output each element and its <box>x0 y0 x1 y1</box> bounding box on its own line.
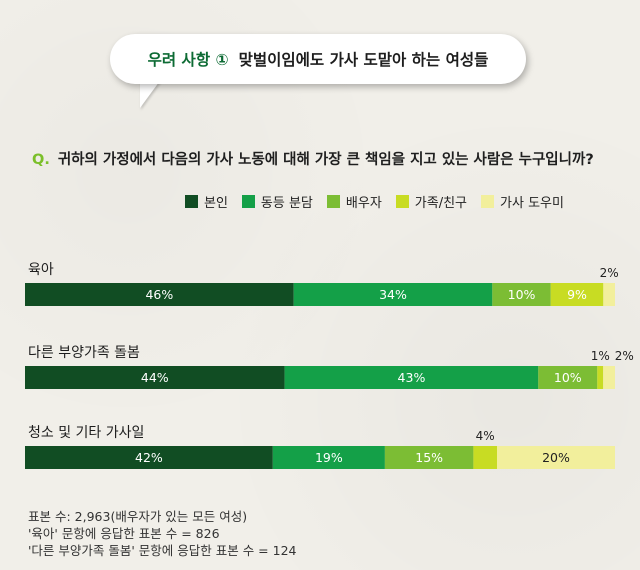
legend-swatch <box>326 195 340 208</box>
bar-segment-housekeeper <box>603 283 615 306</box>
legend-item-family-friend: 가족/친구 <box>395 192 468 211</box>
data-label: 34% <box>379 287 407 302</box>
legend-swatch <box>395 195 409 208</box>
legend-item-spouse: 배우자 <box>326 192 382 211</box>
data-label: 44% <box>141 370 169 385</box>
bar-segment-equal-share <box>293 283 493 306</box>
category-label: 다른 부양가족 돌봄 <box>28 345 140 361</box>
data-label: 1% <box>591 349 610 363</box>
data-label: 4% <box>476 429 495 443</box>
data-label: 15% <box>415 450 443 465</box>
category-label: 청소 및 기타 가사일 <box>28 425 144 441</box>
category-label: 육아 <box>28 262 54 278</box>
footnote-line: '육아' 문항에 응답한 표본 수 = 826 <box>28 526 220 541</box>
bar-segment-equal-share <box>272 446 385 469</box>
data-label: 42% <box>135 450 163 465</box>
page-title: 맞벌이임에도 가사 도맡아 하는 여성들 <box>238 51 489 69</box>
question-text: 귀하의 가정에서 다음의 가사 노동에 대해 가장 큰 책임을 지고 있는 사람… <box>57 152 594 168</box>
legend-label: 배우자 <box>345 196 382 211</box>
legend-swatch <box>241 195 255 208</box>
legend-swatch <box>481 195 495 208</box>
bar-segment-family-friend <box>550 283 604 306</box>
bar-segment-spouse <box>492 283 551 306</box>
data-label: 43% <box>398 370 426 385</box>
data-label: 46% <box>145 287 173 302</box>
bar-segment-spouse <box>538 366 598 389</box>
bar-segment-housekeeper <box>603 366 615 389</box>
legend-item-self: 본인 <box>185 192 228 211</box>
bar-segment-equal-share <box>284 366 539 389</box>
data-label: 10% <box>554 370 582 385</box>
data-label: 2% <box>615 349 634 363</box>
legend-label: 동등 분담 <box>260 196 313 211</box>
data-label: 10% <box>508 287 536 302</box>
legend-swatch <box>185 195 198 208</box>
footnote-line: 표본 수: 2,963(배우자가 있는 모든 여성) <box>28 509 248 524</box>
bar-segment-self <box>25 446 273 469</box>
legend-label: 본인 <box>204 196 228 211</box>
legend-item-equal-share: 동등 분담 <box>241 192 313 211</box>
data-label: 19% <box>315 450 343 465</box>
bar-segment-housekeeper <box>497 446 615 469</box>
legend-label: 가사 도우미 <box>500 196 564 211</box>
survey-question: Q. 귀하의 가정에서 다음의 가사 노동에 대해 가장 큰 책임을 지고 있는 … <box>32 148 594 169</box>
bar-segment-self <box>25 366 285 389</box>
bar-segment-family-friend <box>597 366 604 389</box>
bar-segment-family-friend <box>473 446 497 469</box>
speech-bubble-tail <box>140 78 162 108</box>
footnote: 표본 수: 2,963(배우자가 있는 모든 여성) '육아' 문항에 응답한 … <box>28 508 297 559</box>
title-speech-bubble: 우려 사항 ① 맞벌이임에도 가사 도맡아 하는 여성들 <box>110 34 526 84</box>
topic-label: 우려 사항 ① <box>147 51 229 69</box>
question-prefix: Q. <box>32 152 50 168</box>
data-label: 2% <box>600 266 619 280</box>
chart-legend: 본인 동등 분담 배우자 가족/친구 가사 도우미 <box>185 192 564 211</box>
legend-label: 가족/친구 <box>414 196 468 211</box>
data-label: 9% <box>567 287 587 302</box>
legend-item-housekeeper: 가사 도우미 <box>481 192 564 211</box>
footnote-line: '다른 부양가족 돌봄' 문항에 응답한 표본 수 = 124 <box>28 543 297 558</box>
bar-segment-self <box>25 283 294 306</box>
data-label: 20% <box>542 450 570 465</box>
bar-segment-spouse <box>384 446 474 469</box>
